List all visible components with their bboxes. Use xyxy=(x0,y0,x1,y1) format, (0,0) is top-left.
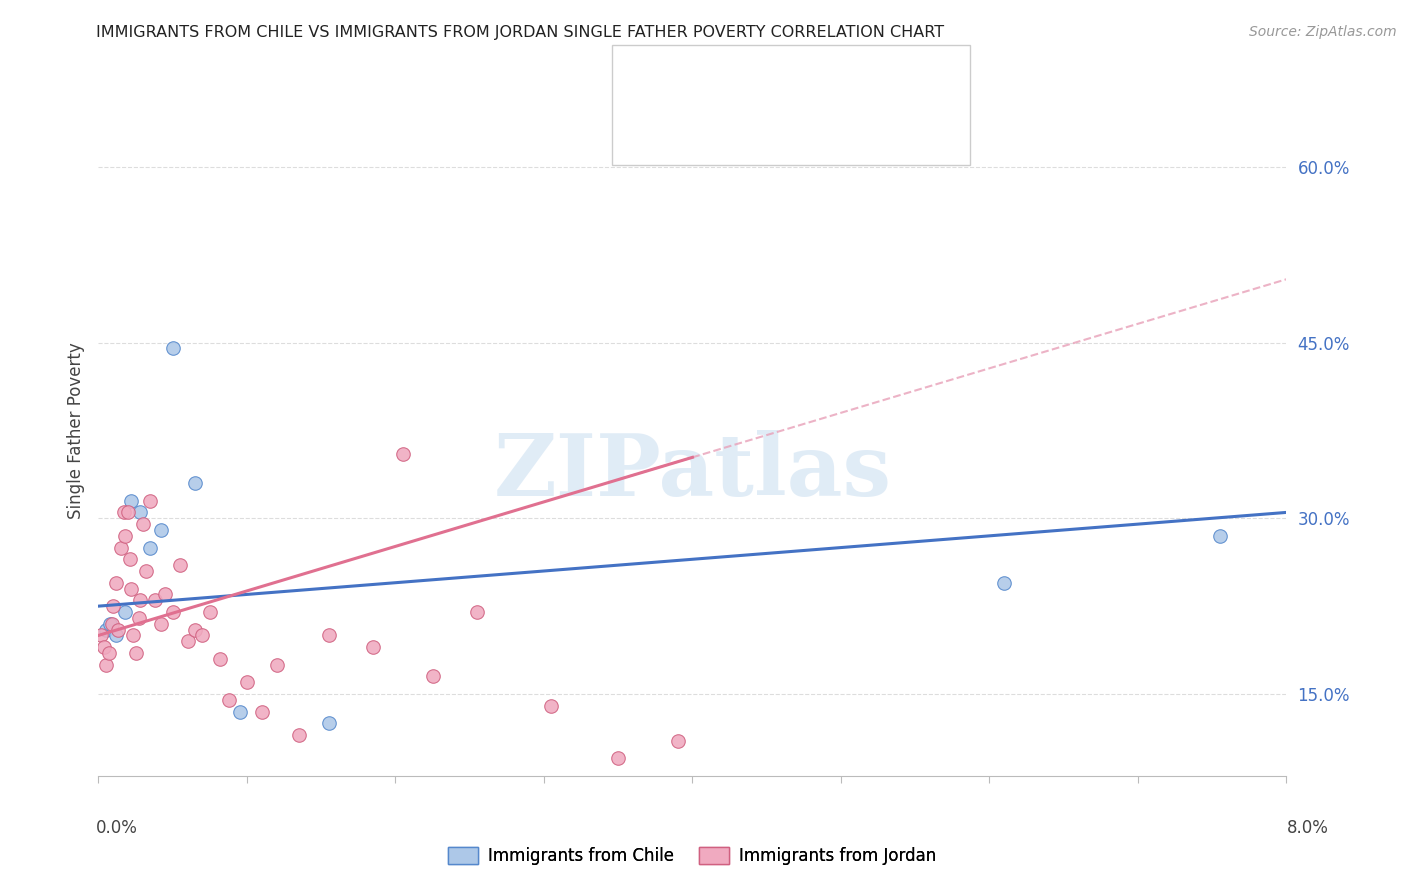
Point xyxy=(266,657,288,672)
Y-axis label: Single Father Poverty: Single Father Poverty xyxy=(66,342,84,519)
Point xyxy=(361,640,384,655)
Point xyxy=(94,657,117,672)
Point xyxy=(139,541,162,555)
Point xyxy=(105,575,128,590)
Point xyxy=(101,616,124,631)
Point xyxy=(93,640,115,655)
Point xyxy=(149,523,172,537)
Point xyxy=(209,652,232,666)
Point xyxy=(114,529,136,543)
Point xyxy=(97,646,120,660)
Point xyxy=(128,611,150,625)
Point xyxy=(250,705,273,719)
Point xyxy=(120,582,142,596)
Point xyxy=(112,505,135,519)
Point xyxy=(132,517,155,532)
Point xyxy=(94,623,117,637)
Point xyxy=(124,646,146,660)
Point xyxy=(422,669,444,683)
Point xyxy=(155,587,177,601)
Text: ZIPatlas: ZIPatlas xyxy=(494,430,891,514)
Point xyxy=(1208,529,1230,543)
Point xyxy=(184,623,207,637)
Point xyxy=(184,476,207,491)
Point xyxy=(218,693,240,707)
Point xyxy=(117,505,139,519)
Point xyxy=(191,628,214,642)
Point xyxy=(607,751,630,765)
Point xyxy=(103,599,125,614)
Point xyxy=(540,698,562,713)
Point xyxy=(149,616,172,631)
Point xyxy=(162,605,184,619)
Text: 8.0%: 8.0% xyxy=(1286,819,1329,837)
Point xyxy=(392,447,415,461)
Point xyxy=(118,552,141,566)
Point xyxy=(110,541,132,555)
Point xyxy=(139,493,162,508)
Point xyxy=(143,593,166,607)
Point xyxy=(993,575,1015,590)
Point xyxy=(120,493,142,508)
Point xyxy=(465,605,488,619)
Point xyxy=(129,505,152,519)
Point xyxy=(107,623,129,637)
Text: 0.0%: 0.0% xyxy=(96,819,138,837)
Point xyxy=(162,342,184,356)
Point xyxy=(288,728,311,742)
Text: IMMIGRANTS FROM CHILE VS IMMIGRANTS FROM JORDAN SINGLE FATHER POVERTY CORRELATIO: IMMIGRANTS FROM CHILE VS IMMIGRANTS FROM… xyxy=(96,25,943,40)
Point xyxy=(228,705,250,719)
Point xyxy=(666,734,689,748)
Point xyxy=(135,564,157,578)
Point xyxy=(114,605,136,619)
Point xyxy=(169,558,191,573)
Point xyxy=(90,628,112,642)
Point xyxy=(318,628,340,642)
Legend: Immigrants from Chile, Immigrants from Jordan: Immigrants from Chile, Immigrants from J… xyxy=(441,840,943,871)
Text: R = 0.173   N = 14: R = 0.173 N = 14 xyxy=(672,77,842,95)
Point xyxy=(105,628,128,642)
Point xyxy=(98,616,121,631)
Point xyxy=(318,716,340,731)
Text: Source: ZipAtlas.com: Source: ZipAtlas.com xyxy=(1249,25,1396,39)
Point xyxy=(176,634,198,648)
Point xyxy=(121,628,143,642)
Point xyxy=(198,605,221,619)
Point xyxy=(129,593,152,607)
Point xyxy=(236,675,259,690)
Text: R = 0.412   N = 44: R = 0.412 N = 44 xyxy=(672,123,842,141)
